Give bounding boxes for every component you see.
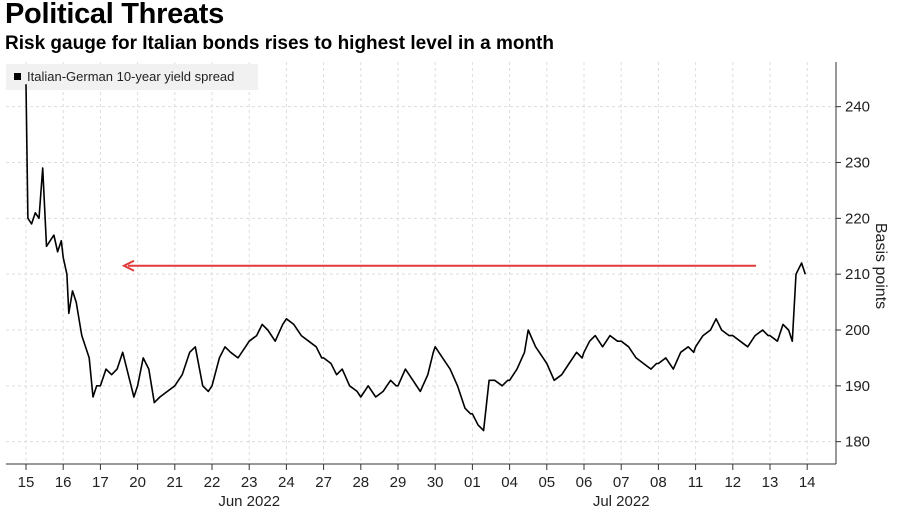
legend-box [6, 64, 258, 90]
legend-label: Italian-German 10-year yield spread [27, 69, 234, 84]
annotation-arrow [121, 259, 756, 272]
x-tick-label: 24 [278, 474, 295, 491]
x-tick-label: 29 [390, 474, 407, 491]
x-tick-label: 11 [688, 474, 704, 491]
axes: 180 190 200 210 220 230 240 15 16 17 20 21 22 23 24 27 2… [6, 62, 870, 510]
x-tick-label: 14 [799, 474, 816, 491]
x-tick-label: 21 [166, 474, 183, 491]
arrow-head [121, 259, 135, 272]
x-tick-label: 27 [315, 474, 332, 491]
y-tick-label: 230 [845, 155, 870, 172]
x-tick-label: 28 [352, 474, 369, 491]
x-tick-label: 16 [55, 474, 72, 491]
x-group-label: Jul 2022 [593, 493, 650, 510]
x-tick-label: 15 [18, 474, 35, 491]
y-tick-label: 180 [845, 434, 870, 451]
y-tick-label: 240 [845, 99, 870, 116]
x-tick-label: 06 [576, 474, 593, 491]
x-tick-label: 08 [650, 474, 667, 491]
x-tick-label: 22 [204, 474, 221, 491]
chart-title: Political Threats [5, 0, 224, 30]
legend-swatch [14, 73, 21, 80]
x-group-label: Jun 2022 [218, 493, 280, 510]
x-tick-label: 23 [241, 474, 258, 491]
y-tick-label: 220 [845, 210, 870, 227]
gridlines [6, 62, 836, 464]
x-tick-label: 07 [613, 474, 630, 491]
y-tick-label: 190 [845, 378, 870, 395]
x-tick-label: 01 [464, 474, 481, 491]
y-axis-label: Basis points [872, 223, 889, 309]
x-tick-label: 04 [501, 474, 518, 491]
x-tick-label: 05 [538, 474, 555, 491]
x-tick-label: 13 [762, 474, 779, 491]
x-tick-label: 30 [427, 474, 444, 491]
series-line [25, 84, 807, 432]
chart-subtitle: Risk gauge for Italian bonds rises to hi… [5, 33, 554, 54]
x-tick-label: 12 [724, 474, 741, 491]
x-tick-label: 20 [129, 474, 146, 491]
y-tick-label: 200 [845, 322, 870, 339]
x-tick-label: 17 [92, 474, 109, 491]
y-tick-label: 210 [845, 266, 870, 283]
